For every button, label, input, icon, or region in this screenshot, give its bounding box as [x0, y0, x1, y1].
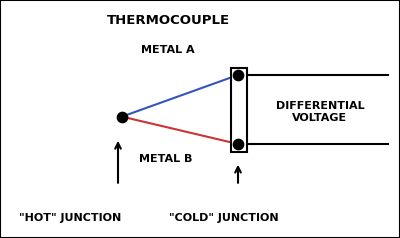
- Text: "HOT" JUNCTION: "HOT" JUNCTION: [19, 213, 121, 223]
- Text: THERMOCOUPLE: THERMOCOUPLE: [106, 14, 230, 27]
- Text: DIFFERENTIAL
VOLTAGE: DIFFERENTIAL VOLTAGE: [276, 101, 364, 123]
- Text: METAL A: METAL A: [141, 45, 195, 55]
- Text: "COLD" JUNCTION: "COLD" JUNCTION: [169, 213, 279, 223]
- Bar: [231, 68, 247, 152]
- Point: [235, 73, 241, 77]
- Text: METAL B: METAL B: [139, 154, 193, 164]
- Point: [235, 142, 241, 146]
- Point: [119, 115, 125, 119]
